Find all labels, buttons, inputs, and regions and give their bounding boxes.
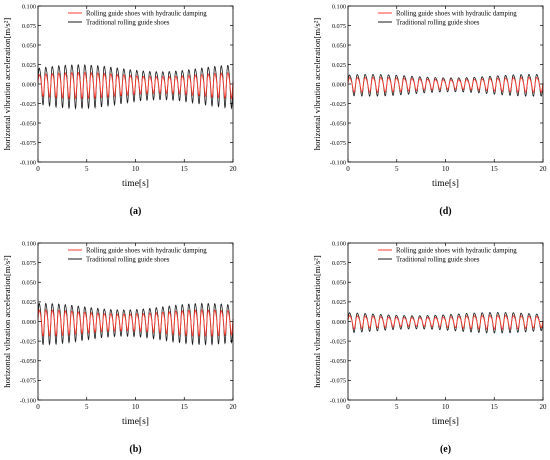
legend-label: Traditional rolling guide shoes [86,257,170,264]
x-axis-title: time[s] [122,179,149,189]
y-tick-label: 0.000 [332,81,346,88]
y-tick-label: 0.050 [332,280,346,287]
y-tick-label: 0.050 [332,42,346,49]
y-tick-label: 0.075 [22,260,36,267]
y-tick-label: -0.100 [20,397,36,404]
chart-panel: -0.100 -0.075 -0.050 -0.025 0.000 0.025 0.050 0… [312,240,547,455]
y-tick-label: -0.075 [330,140,346,147]
panel-label: (d) [439,206,451,217]
y-tick-label: 0.025 [332,299,346,306]
legend-label: Rolling guide shoes with hydraulic dampi… [86,11,207,18]
series-line [37,309,234,338]
y-tick-label: -0.100 [20,159,36,166]
x-axis-title: time[s] [432,179,459,189]
y-tick-label: -0.100 [330,159,346,166]
y-tick-label: 0.075 [332,260,346,267]
series-line [347,76,544,93]
x-tick-label: 5 [85,403,89,411]
y-tick-label: 0.050 [22,280,36,287]
y-axis-title: horizontal vibration acceleration[m/s²] [2,255,12,388]
y-tick-label: 0.075 [332,23,346,30]
panel-label: (b) [129,444,141,455]
y-tick-label: 0.000 [22,81,36,88]
x-tick-label: 5 [395,165,399,173]
y-tick-label: -0.025 [330,101,346,108]
x-tick-label: 0 [346,403,350,411]
y-tick-label: 0.025 [332,62,346,69]
legend-label: Rolling guide shoes with hydraulic dampi… [396,248,517,255]
x-tick-label: 5 [395,403,399,411]
x-tick-label: 20 [540,403,548,411]
y-tick-label: 0.100 [332,3,346,10]
y-tick-label: 0.000 [22,319,36,326]
y-tick-label: -0.050 [20,120,36,127]
chart-panel: -0.100 -0.075 -0.050 -0.025 0.000 0.025 0.050 0… [2,240,237,455]
y-tick-label: 0.000 [332,319,346,326]
y-tick-label: -0.025 [330,338,346,345]
y-tick-label: 0.100 [22,240,36,247]
y-tick-label: 0.050 [22,42,36,49]
y-tick-label: -0.050 [330,358,346,365]
x-tick-label: 10 [442,403,450,411]
y-tick-label: 0.025 [22,299,36,306]
legend-label: Traditional rolling guide shoes [396,257,480,264]
y-tick-label: -0.025 [20,101,36,108]
panel-label: (a) [130,206,142,217]
y-tick-label: -0.050 [330,120,346,127]
y-tick-label: 0.100 [332,240,346,247]
legend-label: Traditional rolling guide shoes [86,20,170,27]
panel-label: (e) [440,444,451,455]
y-tick-label: 0.025 [22,62,36,69]
y-tick-label: -0.050 [20,358,36,365]
y-tick-label: -0.075 [20,378,36,385]
y-axis-title: horizontal vibration acceleration[m/s²] [312,18,322,151]
y-tick-label: -0.100 [330,397,346,404]
x-tick-label: 20 [230,165,238,173]
y-tick-label: -0.025 [20,338,36,345]
x-tick-label: 5 [85,165,89,173]
x-tick-label: 20 [230,403,238,411]
x-tick-label: 10 [442,165,450,173]
y-axis-title: horizontal vibration acceleration[m/s²] [2,18,12,151]
y-tick-label: -0.075 [330,378,346,385]
x-tick-label: 0 [346,165,350,173]
x-axis-title: time[s] [122,417,149,427]
chart-panel: -0.100 -0.075 -0.050 -0.025 0.000 0.025 0.050 0… [312,3,547,217]
series-line [347,314,544,330]
x-tick-label: 15 [181,165,189,173]
legend-label: Rolling guide shoes with hydraulic dampi… [86,248,207,255]
series-line [37,71,234,100]
x-tick-label: 15 [491,165,499,173]
x-tick-label: 10 [132,165,140,173]
x-tick-label: 15 [491,403,499,411]
x-tick-label: 20 [540,165,548,173]
y-tick-label: 0.075 [22,23,36,30]
x-tick-label: 0 [36,165,40,173]
x-tick-label: 10 [132,403,140,411]
x-tick-label: 0 [36,403,40,411]
chart-panel: -0.100 -0.075 -0.050 -0.025 0.000 0.025 0.050 0… [2,3,237,217]
legend-label: Rolling guide shoes with hydraulic dampi… [396,11,517,18]
y-tick-label: -0.075 [20,140,36,147]
x-tick-label: 15 [181,403,189,411]
x-axis-title: time[s] [432,417,459,427]
legend-label: Traditional rolling guide shoes [396,20,480,27]
y-axis-title: horizontal vibration acceleration[m/s²] [312,255,322,388]
y-tick-label: 0.100 [22,3,36,10]
